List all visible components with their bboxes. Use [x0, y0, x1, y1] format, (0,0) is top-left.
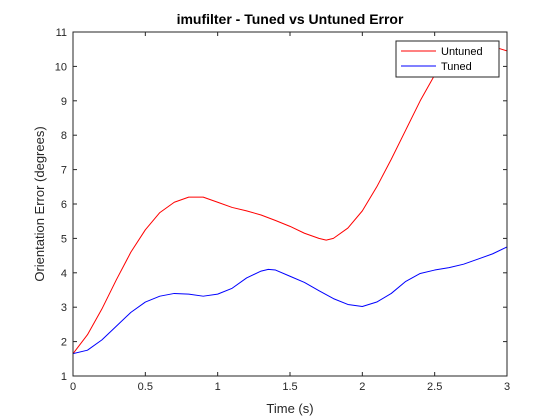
y-tick-label: 11 — [56, 27, 67, 39]
axes-layer: 0 0.5 1 1.5 2 2.5 3 1 2 3 4 5 6 7 8 9 10 11 — [55, 27, 510, 393]
y-tick-label: 5 — [61, 233, 67, 245]
y-tick-label: 3 — [61, 302, 67, 314]
y-tick-label: 4 — [61, 268, 67, 280]
legend-box — [395, 40, 500, 78]
legend-label-tuned: Tuned — [441, 61, 472, 73]
x-tick-label: 2 — [359, 381, 365, 393]
plot-area — [73, 32, 507, 376]
x-tick-label: 1.5 — [282, 381, 297, 393]
x-tick-label: 0 — [70, 381, 76, 393]
x-tick-label: 3 — [504, 381, 510, 393]
y-tick-label: 9 — [61, 96, 67, 108]
y-tick-label: 1 — [61, 371, 67, 383]
legend-label-untuned: Untuned — [441, 46, 483, 58]
y-tick-label: 8 — [61, 130, 67, 142]
y-tick-label: 6 — [61, 199, 67, 211]
chart-title: imufilter - Tuned vs Untuned Error — [177, 11, 404, 27]
series-line-untuned — [73, 43, 507, 354]
x-tick-label: 1 — [215, 381, 221, 393]
legend: Untuned Tuned — [395, 40, 500, 78]
series-layer — [73, 43, 507, 355]
x-tick-label: 2.5 — [427, 381, 442, 393]
y-tick-label: 2 — [61, 337, 67, 349]
series-line-tuned — [73, 246, 507, 355]
y-axis-title: Orientation Error (degrees) — [32, 126, 47, 281]
y-tick-label: 7 — [61, 165, 67, 177]
x-axis-title: Time (s) — [266, 401, 313, 416]
x-tick-label: 0.5 — [138, 381, 153, 393]
y-tick-label: 10 — [55, 61, 67, 73]
